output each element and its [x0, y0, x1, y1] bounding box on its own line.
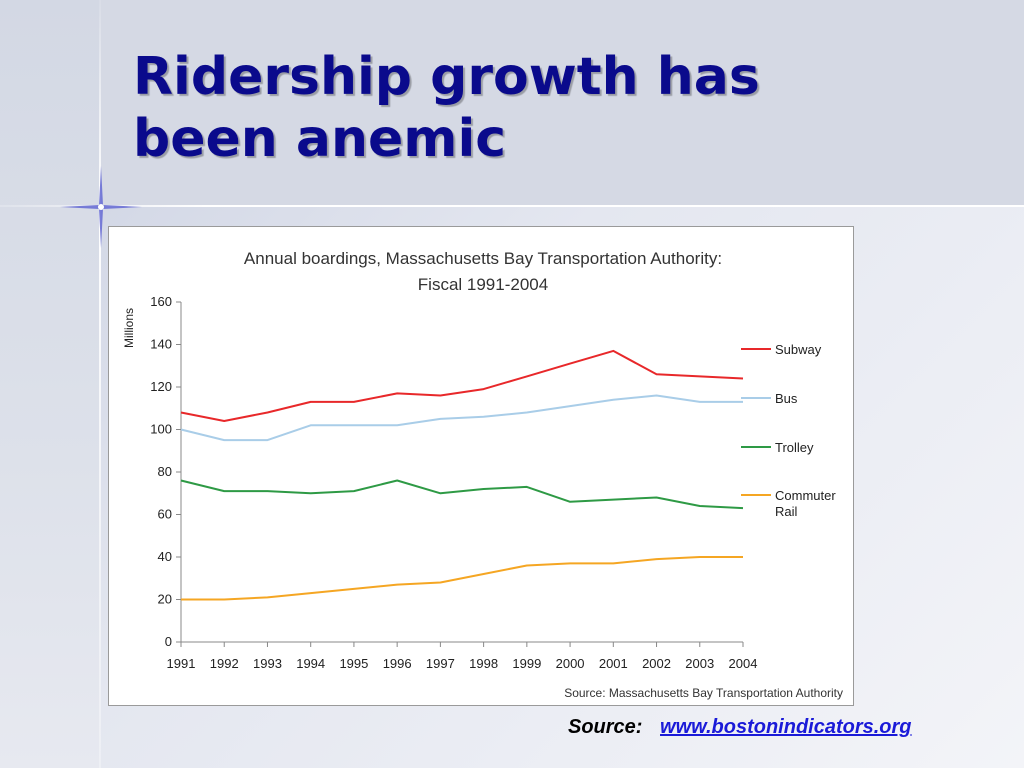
y-tick-label: 80 — [158, 464, 172, 479]
x-tick-label: 1996 — [383, 656, 412, 671]
x-tick-label: 1999 — [512, 656, 541, 671]
series-line-bus — [180, 394, 743, 442]
y-tick-label: 60 — [158, 507, 172, 522]
vertical-accent-line — [99, 0, 101, 768]
x-tick-label: 1992 — [210, 656, 239, 671]
legend-label-trolley: Trolley — [775, 440, 814, 455]
axes: 0 20 40 60 80 100 120 140 160 1991 1992 1993 1994 199… — [150, 294, 757, 671]
y-tick-label: 40 — [158, 549, 172, 564]
horizontal-accent-line — [0, 205, 1024, 207]
slide-title-line-1: Ridership growth has — [133, 47, 760, 107]
y-tick-label: 160 — [150, 294, 172, 309]
x-tick-label: 2001 — [599, 656, 628, 671]
x-tick-label: 2000 — [556, 656, 585, 671]
chart-frame: Annual boardings, Massachusetts Bay Tran… — [108, 226, 854, 706]
ridership-line-chart: Annual boardings, Massachusetts Bay Tran… — [122, 249, 843, 700]
legend: Subway Bus Trolley Commuter Rail — [741, 342, 836, 519]
y-tick-label: 0 — [165, 634, 172, 649]
x-tick-label: 2004 — [729, 656, 758, 671]
x-tick-label: 1994 — [296, 656, 325, 671]
x-tick-label: 1991 — [167, 656, 196, 671]
source-label: Source: — [568, 716, 643, 738]
series-line-subway — [180, 349, 744, 422]
chart-source-note: Source: Massachusetts Bay Transportation… — [564, 686, 843, 700]
y-axis-label: Millions — [122, 308, 136, 348]
chart-subtitle: Fiscal 1991-2004 — [418, 275, 548, 294]
x-tick-label: 1998 — [469, 656, 498, 671]
legend-label-commuter-rail: Commuter Rail — [775, 488, 836, 519]
chart-title: Annual boardings, Massachusetts Bay Tran… — [244, 249, 722, 268]
source-citation: Source: www.bostonindicators.org — [568, 716, 912, 739]
y-tick-label: 140 — [150, 337, 172, 352]
left-panel — [0, 0, 100, 768]
y-tick-label: 120 — [150, 379, 172, 394]
y-tick-label: 20 — [158, 592, 172, 607]
x-tick-label: 1995 — [339, 656, 368, 671]
x-tick-label: 1993 — [253, 656, 282, 671]
sparkle-icon — [60, 166, 142, 248]
slide-title: Ridership growth has been anemic — [133, 46, 993, 170]
series-line-trolley — [180, 479, 744, 510]
series-lines — [180, 349, 744, 601]
x-tick-label: 2003 — [685, 656, 714, 671]
series-line-commuter-rail — [181, 556, 743, 601]
slide-title-line-2: been anemic — [133, 109, 507, 169]
x-tick-label: 2002 — [642, 656, 671, 671]
title-band — [100, 0, 1024, 206]
y-tick-label: 100 — [150, 422, 172, 437]
source-link[interactable]: www.bostonindicators.org — [660, 716, 912, 738]
legend-label-subway: Subway — [775, 342, 822, 357]
x-tick-label: 1997 — [426, 656, 455, 671]
legend-label-bus: Bus — [775, 391, 798, 406]
